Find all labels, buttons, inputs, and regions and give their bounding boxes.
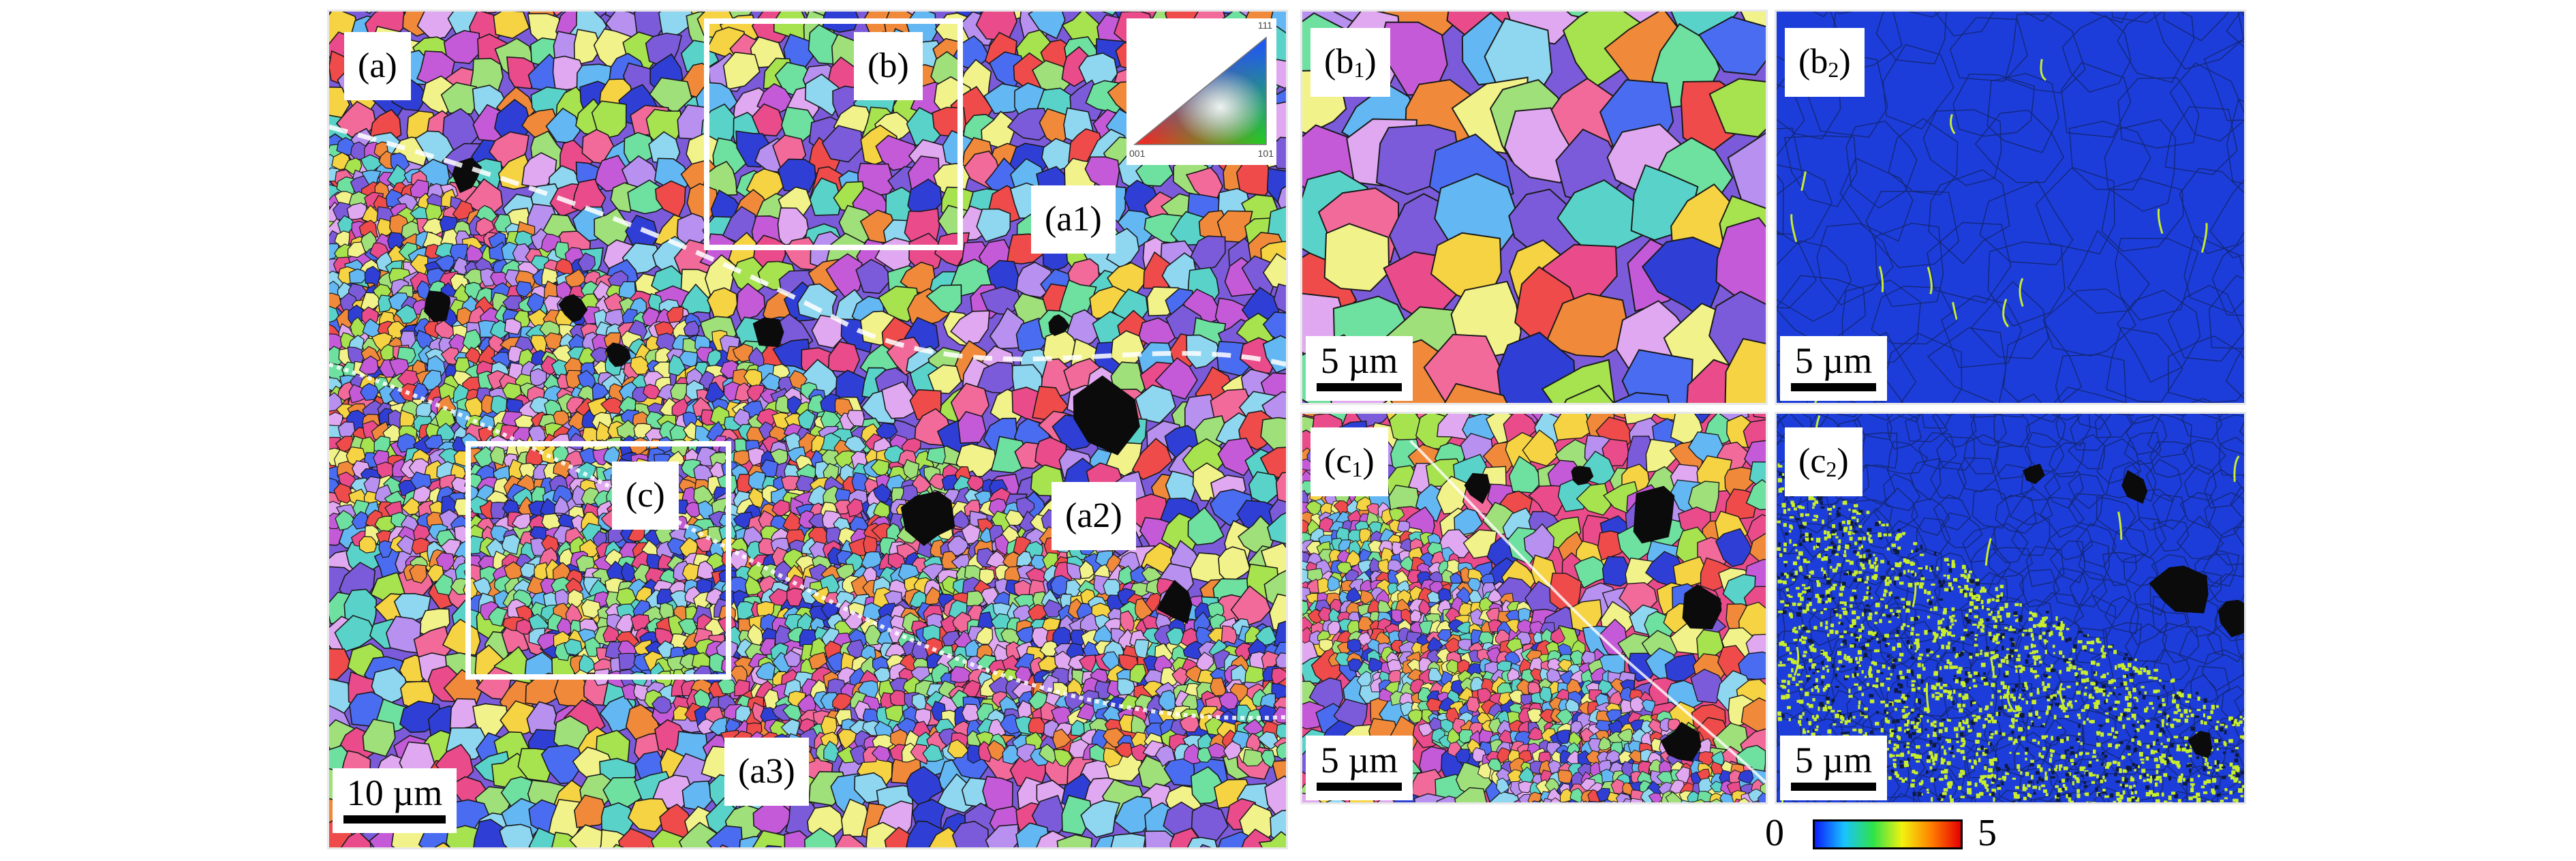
panel-b2-scale-line	[1791, 382, 1876, 391]
panel-c1-ipf-map: (c1) 5 µm	[1300, 412, 1768, 804]
panel-b1-ipf-map: (b1) 5 µm	[1300, 10, 1768, 405]
panel-a-scale-line	[343, 815, 446, 824]
panel-a-label: (a)	[344, 32, 411, 100]
panel-b2-label: (b2)	[1785, 28, 1865, 97]
panel-a-ipf-map: (a) (a1) (a2) (a3) (b) (c)	[327, 10, 1288, 849]
region-a1-label: (a1)	[1031, 185, 1116, 254]
panel-c1-scale-bar: 5 µm	[1306, 736, 1413, 800]
panel-b2-scale-text: 5 µm	[1794, 340, 1873, 381]
ipf-triangle-graphic	[1133, 36, 1267, 145]
inset-b-label: (b)	[854, 32, 923, 100]
panel-c1-label-main: (c	[1324, 442, 1352, 481]
panel-c1-scale-text: 5 µm	[1320, 740, 1398, 781]
panel-b2-label-sub: 2	[1828, 57, 1839, 82]
panel-c2-label-sub: 2	[1826, 457, 1837, 481]
panel-c1-grain-map	[1302, 414, 1766, 802]
panel-c1-label-sub: 1	[1351, 457, 1363, 481]
panel-b1-label-main: (b	[1324, 42, 1354, 81]
panel-c2-kam-map: (c2) 5 µm	[1775, 412, 2246, 804]
ipf-triangle-legend: 111 001 101	[1126, 18, 1276, 165]
panel-b2-label-main: (b	[1798, 42, 1828, 81]
panel-b2-scale-bar: 5 µm	[1780, 336, 1887, 401]
panel-c1-label: (c1)	[1310, 427, 1388, 496]
panel-b1-scale-text: 5 µm	[1320, 340, 1398, 381]
panel-b1-scale-bar: 5 µm	[1306, 336, 1413, 401]
panel-c1-label-end: )	[1362, 442, 1375, 481]
panel-c2-label-end: )	[1837, 442, 1849, 481]
panel-c2-label: (c2)	[1785, 427, 1862, 496]
ipf-label-101: 101	[1257, 148, 1274, 159]
panel-b1-label-end: )	[1364, 42, 1377, 81]
panel-b2-kam-map: (b2) 5 µm	[1775, 10, 2246, 405]
panel-a-scale-bar: 10 µm	[333, 768, 457, 833]
zone-boundaries	[329, 124, 1286, 721]
panel-b1-label-sub: 1	[1353, 57, 1365, 82]
panel-b1-scale-line	[1317, 382, 1402, 391]
panel-c2-scale-text: 5 µm	[1794, 740, 1873, 781]
inset-c-frame	[465, 441, 731, 680]
region-a3-text: (a3)	[738, 752, 795, 791]
region-a2-text: (a2)	[1065, 496, 1122, 535]
panel-c2-scale-line	[1791, 782, 1876, 791]
inset-b-frame	[704, 18, 963, 250]
region-a3-label: (a3)	[724, 738, 809, 806]
colorbar-max-label: 5	[1978, 812, 1997, 854]
inset-c-label: (c)	[612, 462, 679, 530]
ipf-label-111: 111	[1257, 20, 1272, 31]
colorbar-min-label: 0	[1765, 812, 1784, 854]
colorbar-gradient	[1813, 819, 1963, 849]
region-a2-label: (a2)	[1052, 482, 1136, 550]
panel-b2-label-end: )	[1839, 42, 1851, 81]
panel-a-label-text: (a)	[358, 46, 397, 85]
panel-b1-label: (b1)	[1310, 28, 1390, 97]
inset-b-text: (b)	[868, 46, 909, 85]
panel-c1-scale-line	[1317, 782, 1402, 791]
region-a1-text: (a1)	[1045, 200, 1102, 239]
panel-a-scale-text: 10 µm	[346, 772, 443, 813]
panel-c2-label-main: (c	[1798, 442, 1826, 481]
panel-c2-scale-bar: 5 µm	[1780, 736, 1887, 800]
ipf-label-001: 001	[1129, 148, 1146, 159]
grain-layer	[1302, 414, 1766, 802]
inset-c-text: (c)	[626, 476, 665, 515]
